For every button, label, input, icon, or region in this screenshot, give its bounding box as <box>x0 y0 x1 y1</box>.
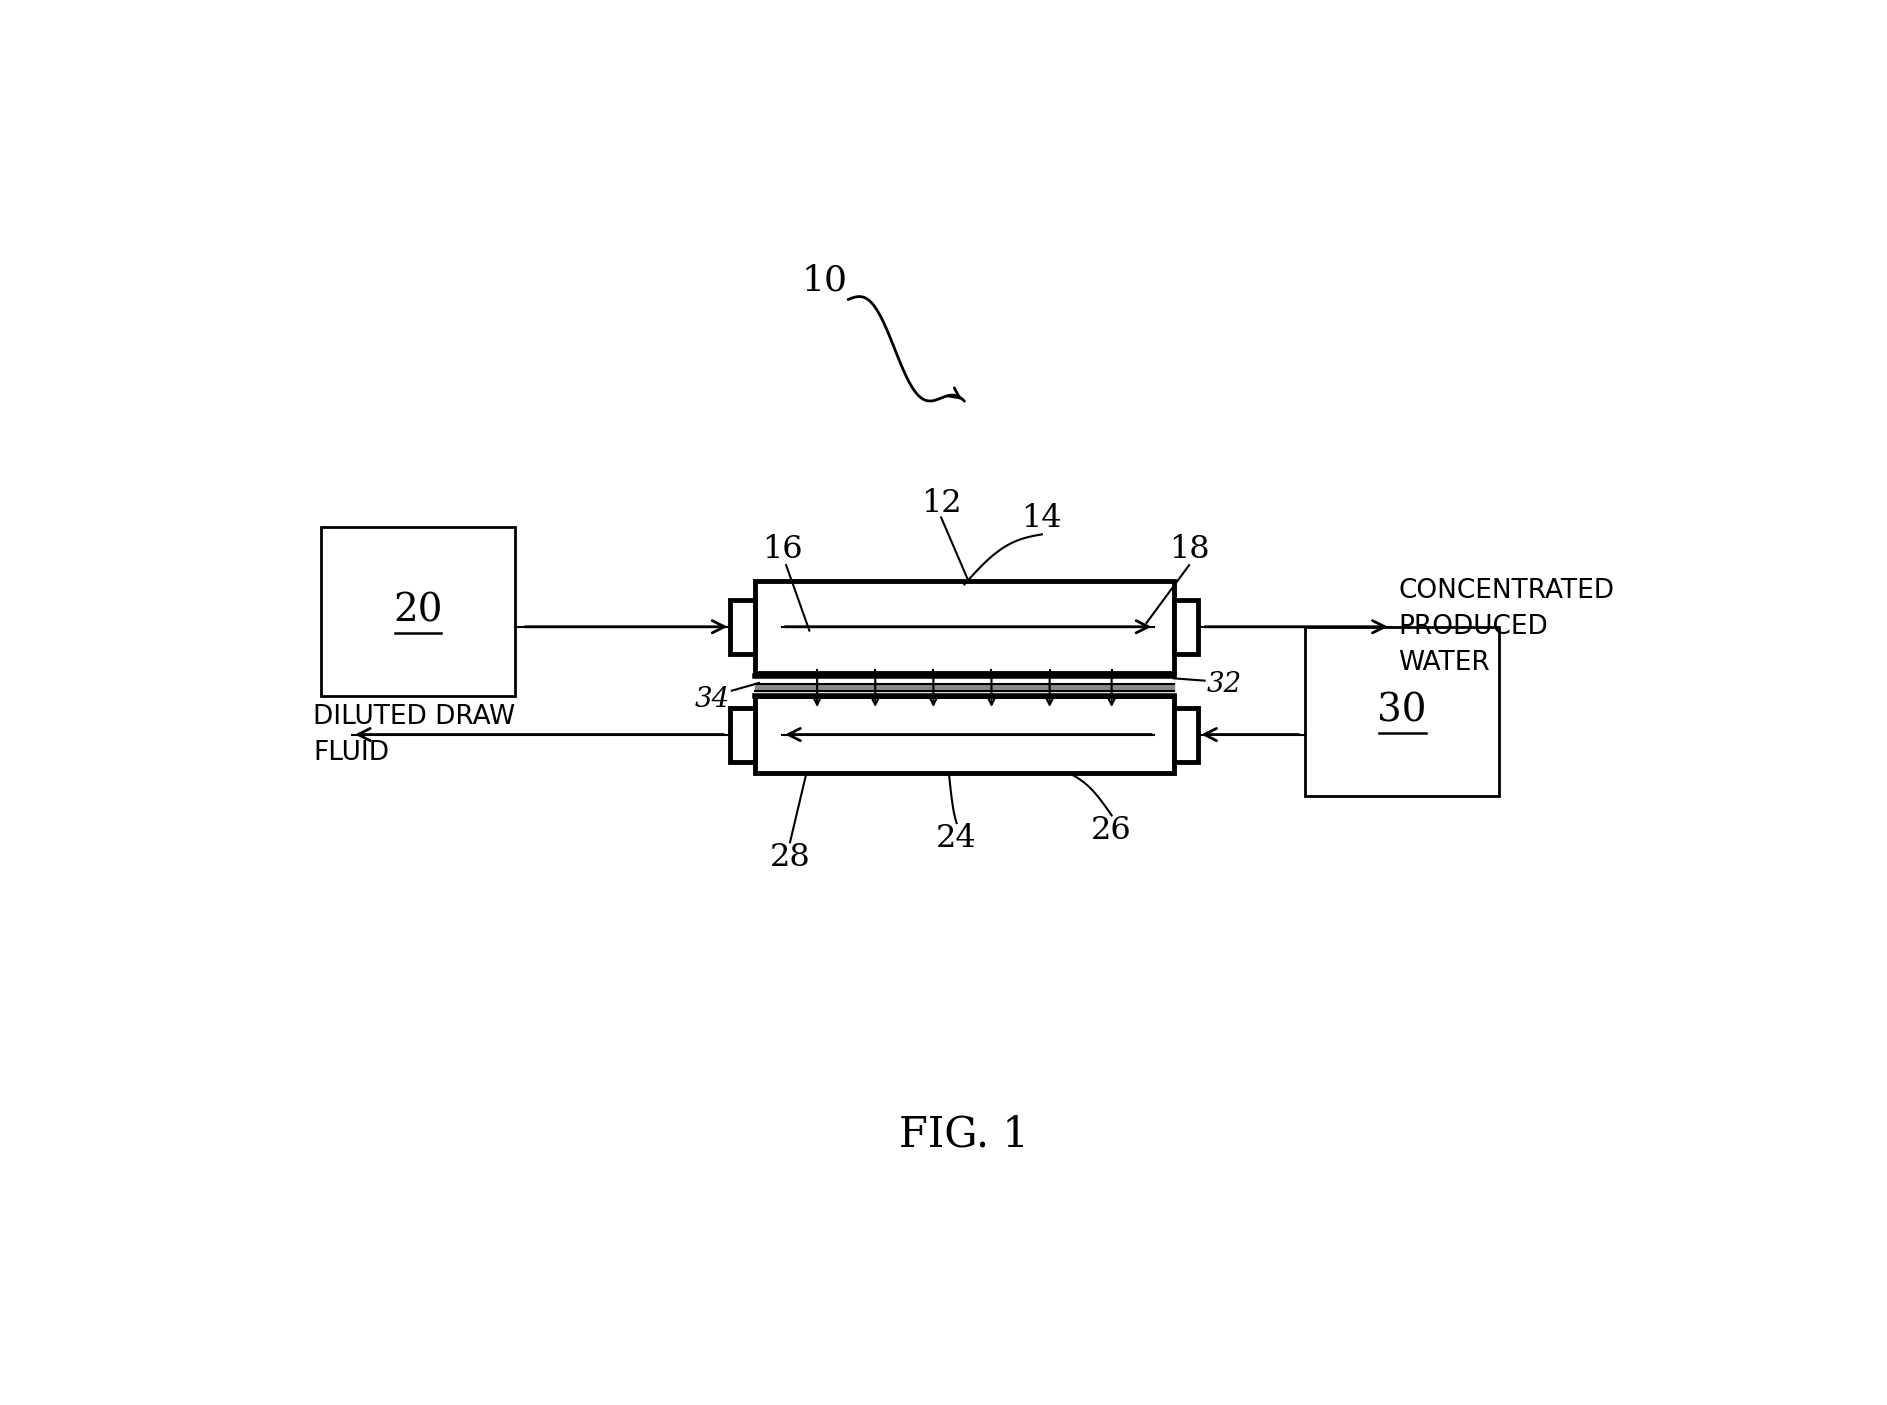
Text: 16: 16 <box>762 534 802 565</box>
Text: 28: 28 <box>770 842 810 874</box>
Text: 34: 34 <box>694 687 730 714</box>
Text: 26: 26 <box>1091 815 1132 846</box>
Text: 18: 18 <box>1168 534 1210 565</box>
Bar <box>1306 627 1498 797</box>
Text: FIG. 1: FIG. 1 <box>900 1114 1028 1156</box>
Bar <box>730 600 755 653</box>
Text: 12: 12 <box>921 488 962 518</box>
Text: 10: 10 <box>802 263 847 298</box>
Text: 14: 14 <box>1021 503 1062 534</box>
Text: 20: 20 <box>392 593 443 629</box>
Bar <box>755 695 1174 773</box>
Text: DILUTED DRAW
FLUID: DILUTED DRAW FLUID <box>313 704 515 766</box>
Text: 30: 30 <box>1378 693 1427 731</box>
Bar <box>755 580 1174 673</box>
Text: 24: 24 <box>936 823 977 854</box>
Text: 32: 32 <box>1206 672 1242 698</box>
Bar <box>321 527 515 695</box>
Bar <box>1174 708 1198 762</box>
Text: CONCENTRATED
PRODUCED
WATER: CONCENTRATED PRODUCED WATER <box>1398 577 1615 676</box>
Bar <box>730 708 755 762</box>
Bar <box>1174 600 1198 653</box>
